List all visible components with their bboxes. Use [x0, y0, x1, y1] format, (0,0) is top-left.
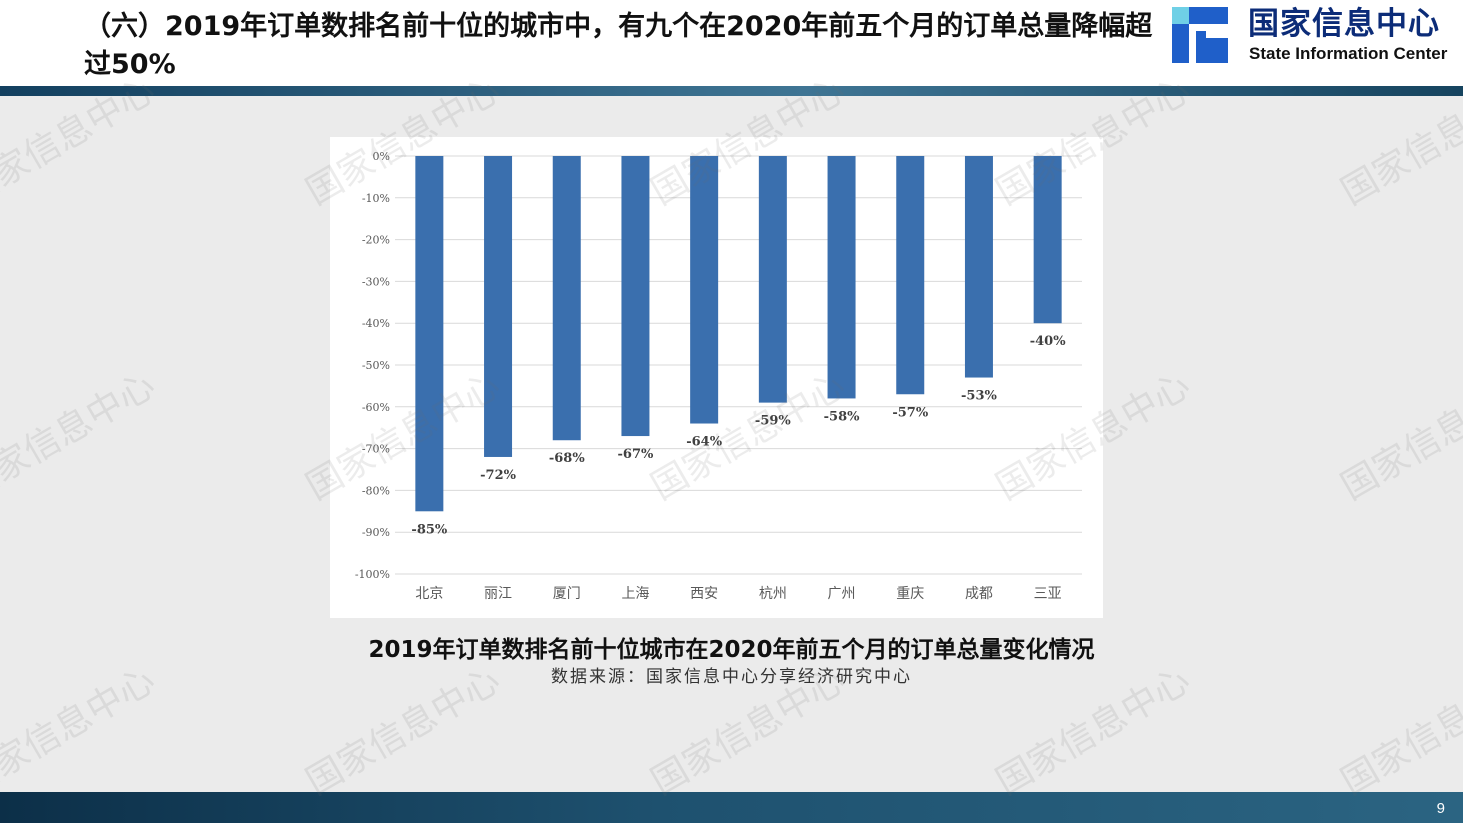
x-tick-label: 杭州 — [759, 586, 787, 602]
y-tick-label: -90% — [362, 526, 390, 539]
data-label: -59% — [755, 414, 791, 429]
bar — [415, 156, 444, 512]
bar — [621, 156, 650, 437]
data-label: -53% — [961, 389, 997, 404]
y-tick-label: -40% — [362, 317, 390, 330]
x-tick-label: 成都 — [965, 586, 993, 602]
bar — [484, 156, 513, 457]
header-divider — [0, 86, 1463, 96]
data-label: -64% — [686, 435, 722, 450]
data-source: 数据来源：国家信息中心分享经济研究中心 — [551, 667, 912, 687]
bar — [758, 156, 787, 403]
logo-name-cn: 国家信息中心 — [1248, 6, 1440, 42]
data-label: -57% — [892, 405, 928, 420]
state-information-center-logo-icon — [1172, 7, 1228, 63]
x-tick-label: 北京 — [415, 586, 443, 602]
bar — [964, 156, 993, 378]
x-tick-label: 厦门 — [553, 586, 581, 602]
logo: 国家信息中心 State Information Center — [1172, 6, 1462, 66]
bar — [552, 156, 581, 441]
data-label: -72% — [480, 468, 516, 483]
data-label: -85% — [411, 522, 447, 537]
y-tick-label: 0% — [373, 150, 390, 163]
bar-chart: 0% -10% -20% -30% -40% -50% -60% -70% -80% -90% -1… — [355, 150, 1082, 602]
chart-panel: 0% -10% -20% -30% -40% -50% -60% -70% -80% -90% -1… — [330, 137, 1103, 618]
y-tick-label: -70% — [362, 443, 390, 456]
bar — [896, 156, 925, 395]
logo-name-en: State Information Center — [1249, 44, 1448, 63]
data-label: -40% — [1030, 334, 1066, 349]
x-tick-label: 三亚 — [1034, 586, 1062, 602]
y-tick-label: -10% — [362, 192, 390, 205]
y-tick-label: -50% — [362, 359, 390, 372]
data-label: -67% — [618, 447, 654, 462]
page-number: 9 — [1436, 800, 1445, 817]
watermark-text: 国家信息中心 — [0, 364, 163, 509]
x-tick-label: 西安 — [690, 586, 718, 602]
slide-footer: 9 — [0, 792, 1463, 823]
slide-title: （六）2019年订单数排名前十位的城市中，有九个在2020年前五个月的订单总量降… — [84, 11, 1153, 80]
y-tick-label: -30% — [362, 275, 390, 288]
data-label: -68% — [549, 451, 585, 466]
data-label: -58% — [824, 409, 860, 424]
y-tick-label: -20% — [362, 234, 390, 247]
bar — [1033, 156, 1062, 324]
x-tick-label: 广州 — [828, 586, 856, 602]
bar — [690, 156, 719, 424]
x-tick-label: 重庆 — [896, 586, 924, 602]
y-tick-label: -60% — [362, 401, 390, 414]
bar — [827, 156, 856, 399]
x-tick-label: 上海 — [621, 586, 649, 602]
y-tick-label: -100% — [355, 568, 390, 581]
slide-header: （六）2019年订单数排名前十位的城市中，有九个在2020年前五个月的订单总量降… — [0, 0, 1463, 86]
y-tick-label: -80% — [362, 484, 390, 497]
chart-caption: 2019年订单数排名前十位城市在2020年前五个月的订单总量变化情况 — [368, 637, 1095, 663]
watermark-text: 国家信息中心 — [1334, 364, 1463, 509]
x-tick-label: 丽江 — [484, 586, 512, 602]
